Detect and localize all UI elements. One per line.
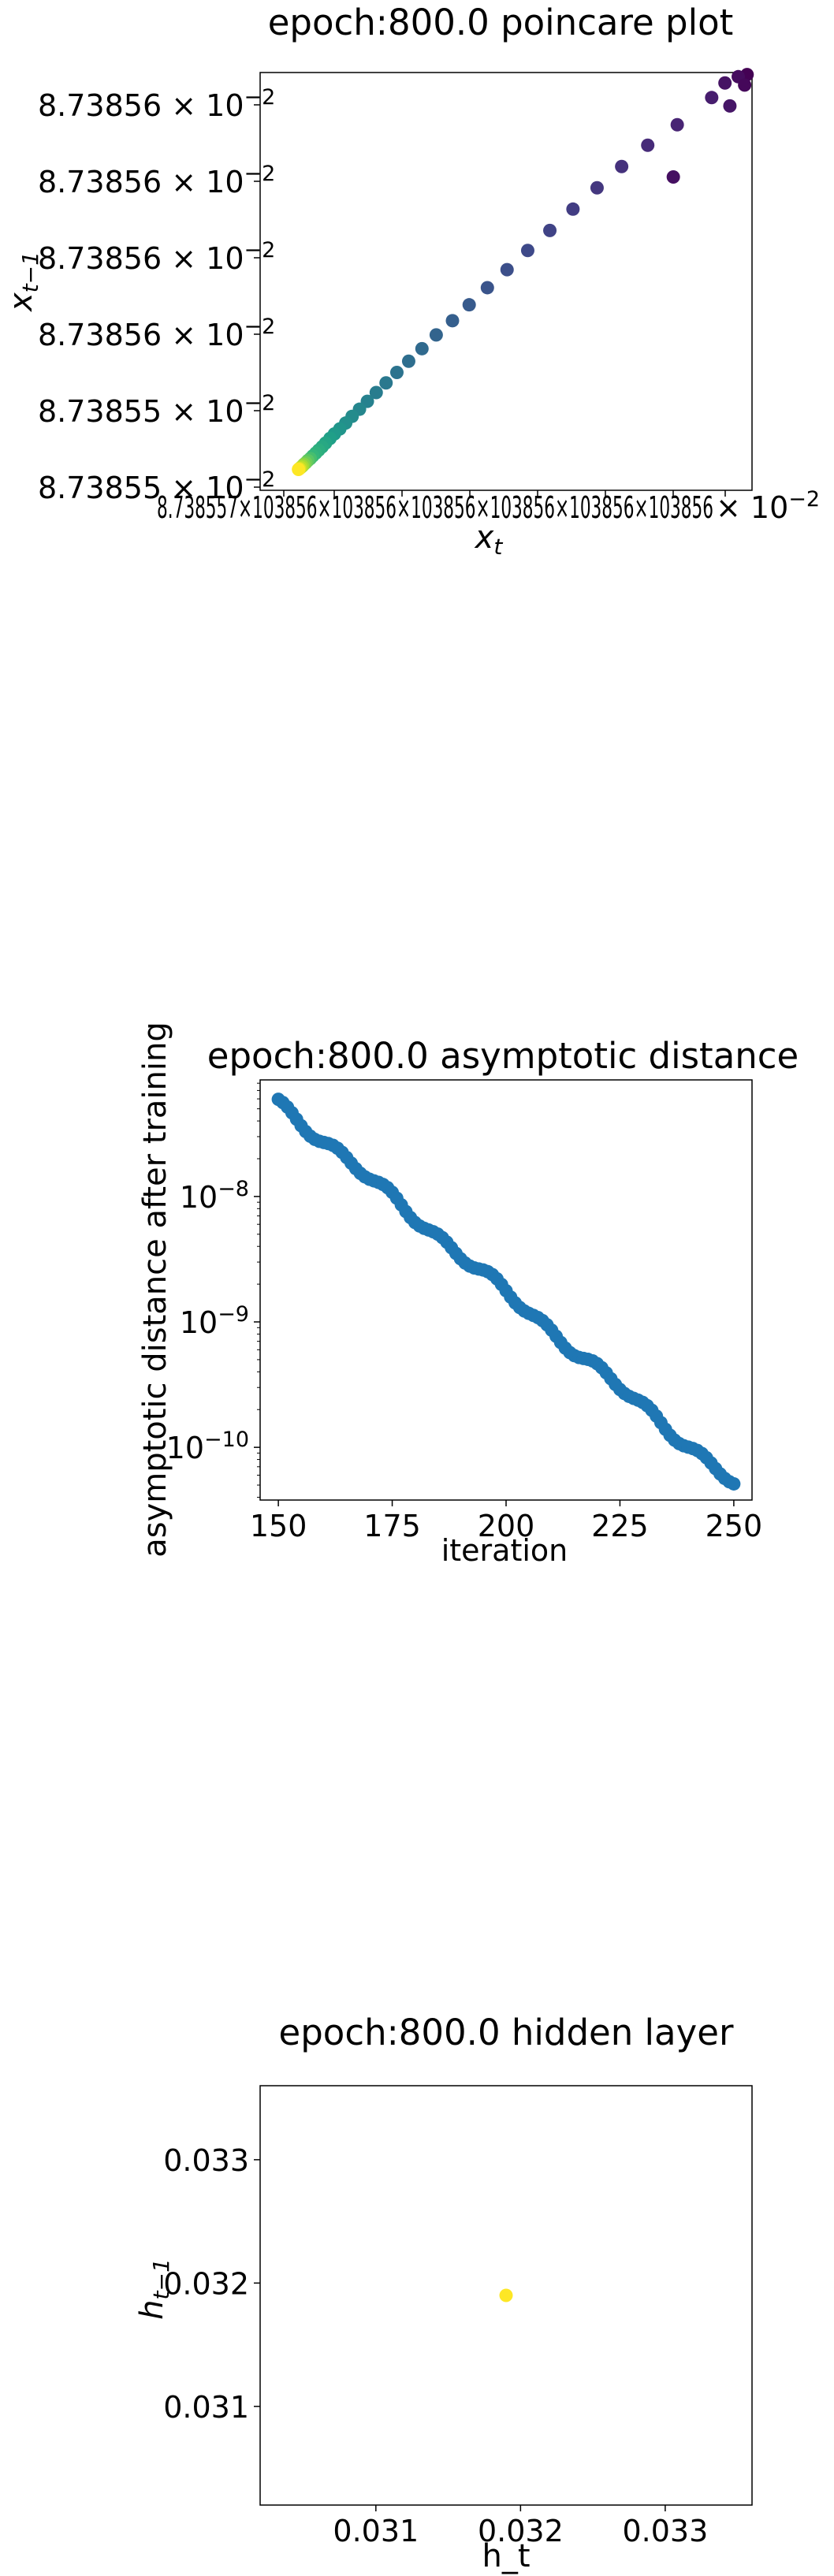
asymptotic-chart: epoch:800.0 asymptotic distance 150 175 20… [137,1022,799,1568]
asymptotic-x-tick-label: 150 [250,1509,307,1543]
asymptotic-y-tick-label: 10−10 [166,1428,249,1465]
poincare-point [520,244,534,258]
asymptotic-x-label: iteration [441,1533,568,1568]
hidden-layer-x-label: h_t [482,2538,530,2574]
asymptotic-point [727,1476,741,1491]
hidden-layer-chart: epoch:800.0 hidden layer 0.031 0.032 0.033… [134,2012,753,2574]
poincare-point [369,385,383,400]
poincare-y-tick-label: 8.73855 × 10−2 [38,467,275,505]
asymptotic-title: epoch:800.0 asymptotic distance [207,1035,799,1077]
hidden-layer-points [499,2288,513,2302]
poincare-point [705,91,719,105]
poincare-y-tick-label: 8.73856 × 10−2 [38,85,275,123]
hidden-layer-point [499,2288,513,2302]
poincare-point [379,376,393,390]
poincare-point [429,328,443,342]
poincare-point [723,99,737,113]
poincare-point [615,159,629,173]
poincare-point [292,463,306,476]
asymptotic-x-tick-label: 200 [478,1509,535,1543]
poincare-point [389,366,404,380]
asymptotic-x-ticks: 150 175 200 225 250 [250,1500,762,1543]
poincare-y-tick-label: 8.73856 × 10−2 [38,315,275,352]
asymptotic-y-label: asymptotic distance after training [137,1022,173,1558]
hidden-layer-x-ticks: 0.031 0.032 0.033 [333,2505,708,2548]
poincare-point [590,181,604,195]
hidden-layer-y-tick-label: 0.031 [163,2390,249,2425]
hidden-layer-y-tick-label: 0.033 [163,2143,249,2178]
poincare-point [543,223,557,237]
poincare-y-tick-label: 8.73856 × 10−2 [38,162,275,199]
hidden-layer-x-tick-label: 0.033 [622,2514,708,2548]
poincare-chart: epoch:800.0 poincare plot 8.73855 × 10−2… [3,2,820,560]
poincare-points [292,68,754,476]
asymptotic-x-tick-label: 175 [363,1509,421,1543]
hidden-layer-y-ticks: 0.031 0.032 0.033 [163,2143,260,2425]
poincare-point [738,78,752,92]
poincare-x-ticks: 8.738557×103856×103856×103856×103856×103… [157,487,820,525]
asymptotic-y-tick-label: 10−8 [180,1177,249,1215]
asymptotic-x-tick-label: 250 [706,1509,763,1543]
poincare-x-tick-labels: 8.738557×103856×103856×103856×103856×103… [157,490,713,525]
hidden-layer-title: epoch:800.0 hidden layer [279,2012,734,2053]
hidden-layer-y-label: ht−1 [134,2258,174,2320]
poincare-point [500,262,514,277]
hidden-layer-x-tick-label: 0.032 [478,2514,564,2548]
poincare-point [462,298,476,312]
poincare-y-label: xt−1 [3,251,43,313]
poincare-y-tick-label: 8.73856 × 10−2 [38,238,275,276]
asymptotic-y-tick-label: 10−9 [180,1302,249,1340]
poincare-point [666,170,680,184]
poincare-point [445,314,460,328]
poincare-x-label: xt [474,519,504,560]
hidden-layer-x-tick-label: 0.031 [333,2514,419,2548]
poincare-point [718,76,732,90]
asymptotic-x-tick-label: 225 [591,1509,649,1543]
poincare-point [401,354,415,368]
poincare-point [480,281,494,295]
asymptotic-y-ticks: 10−10 10−9 10−8 [166,1082,260,1498]
asymptotic-points [271,1093,741,1491]
hidden-layer-y-tick-label: 0.032 [163,2266,249,2301]
poincare-point [670,117,684,132]
poincare-y-tick-label: 8.73855 × 10−2 [38,391,275,429]
poincare-title: epoch:800.0 poincare plot [268,2,734,43]
poincare-point [641,138,655,152]
poincare-point [566,202,580,216]
poincare-point [415,341,429,356]
poincare-x-tick-exponent: × 10−2 [716,487,820,525]
poincare-y-ticks: 8.73855 × 10−2 8.73855 × 10−2 8.73856 × 10… [38,85,275,505]
